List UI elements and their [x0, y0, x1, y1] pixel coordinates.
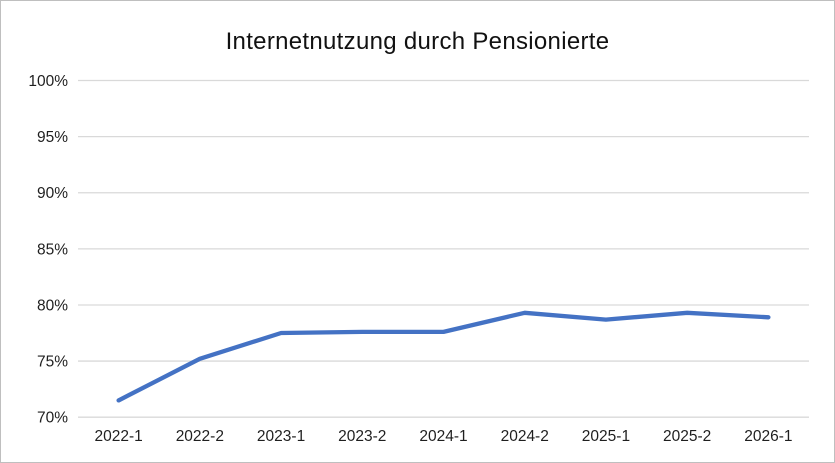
y-axis-tick-label: 100%	[28, 73, 68, 90]
y-axis-tick-label: 85%	[37, 241, 68, 258]
x-axis-tick-label: 2024-1	[419, 428, 467, 445]
x-axis-tick-label: 2022-2	[176, 428, 224, 445]
x-axis-tick-label: 2023-2	[338, 428, 386, 445]
x-axis-tick-label: 2024-2	[501, 428, 549, 445]
x-axis-tick-label: 2023-1	[257, 428, 305, 445]
chart-title: Internetnutzung durch Pensionierte	[225, 28, 610, 55]
y-axis-tick-label: 70%	[37, 410, 68, 427]
data-line-series	[116, 310, 771, 403]
y-axis-tick-label: 95%	[37, 129, 68, 146]
y-axis-tick-label: 90%	[37, 185, 68, 202]
x-axis-tick-label: 2025-2	[663, 428, 711, 445]
x-axis-tick-label: 2026-1	[744, 428, 792, 445]
x-axis-tick-label: 2025-1	[582, 428, 630, 445]
x-axis-tick-label: 2022-1	[94, 428, 142, 445]
y-axis-tick-label: 80%	[37, 297, 68, 314]
y-axis-tick-label: 75%	[37, 354, 68, 371]
